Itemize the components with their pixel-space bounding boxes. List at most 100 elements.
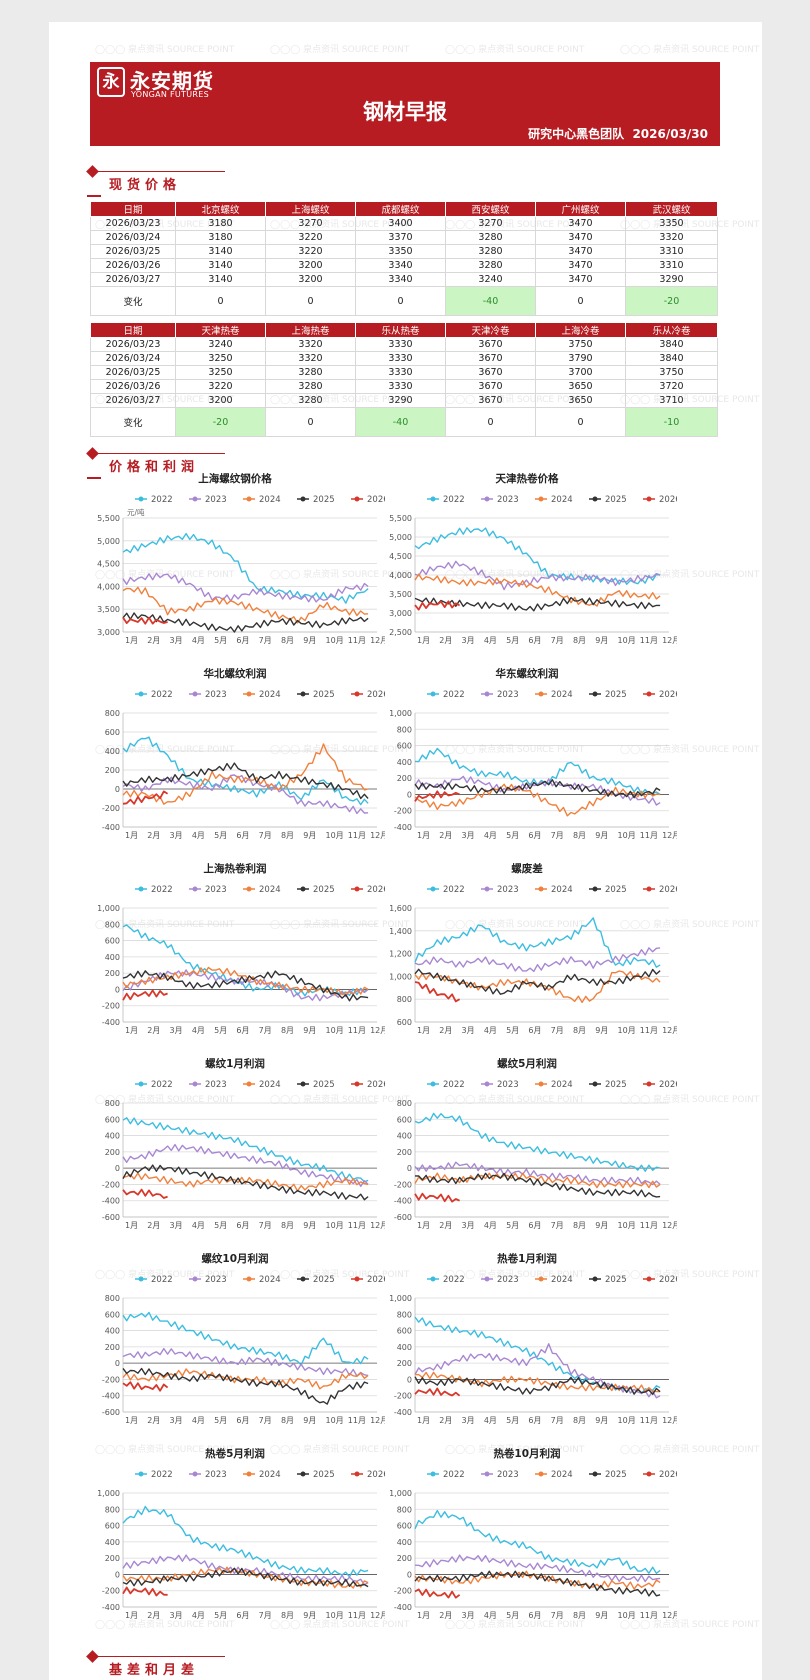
x-tick-label: 3月 [462,831,475,840]
chart-svg: 螺纹1月利润 2022 2023 2024 2025 2026 -600 -400 -200 0 2… [102,1057,385,1230]
x-tick-label: 7月 [551,1221,564,1230]
y-tick-label: 0 [115,1164,120,1173]
series-line-2025 [414,1570,661,1597]
legend-label: 2026 [367,1470,385,1480]
legend-marker [538,691,544,697]
table-cell: 3280 [265,393,356,408]
x-tick-label: 8月 [573,1026,586,1035]
y-tick-label: 600 [397,1115,412,1124]
x-tick-label: 7月 [259,636,272,645]
x-tick-label: 5月 [506,831,519,840]
x-tick-label: 5月 [214,1221,227,1230]
column-header: 广州螺纹 [535,201,626,217]
x-tick-label: 1月 [125,1611,138,1620]
section-header-basis: 基差和月差 [86,1650,387,1680]
table-row: 2026/03/25 3140 3220 3350 3280 3470 3310 [90,244,718,259]
section-rule [95,171,225,172]
chart-10: 热卷1月利润 2022 2023 2024 2025 2026 -400 -200 0 200 40… [377,1250,677,1440]
x-tick-label: 10月 [618,1221,636,1230]
column-header: 上海冷卷 [535,322,626,338]
y-tick-label: 4,000 [97,582,120,591]
table-cell: 3220 [265,244,356,259]
x-tick-label: 10月 [618,831,636,840]
series-line-2023 [414,560,661,591]
legend-marker [138,691,144,697]
series-line-2026 [414,1588,461,1599]
y-tick-label: 4,500 [389,552,412,561]
column-header: 武汉螺纹 [625,201,718,217]
x-tick-label: 2月 [147,1026,160,1035]
legend-marker [592,691,598,697]
chart-svg: 上海螺纹钢价格 2022 2023 2024 2025 2026 元/吨 3,000 3,500… [97,472,385,645]
chart-title: 螺纹1月利润 [205,1057,265,1070]
x-tick-label: 8月 [281,1026,294,1035]
legend-label: 2025 [313,1080,335,1090]
legend-marker [138,496,144,502]
change-cell: 0 [265,286,356,316]
y-tick-label: 0 [115,1570,120,1579]
change-cell: -20 [175,407,266,437]
x-tick-label: 12月 [370,1026,385,1035]
legend-label: 2026 [659,1080,677,1090]
y-tick-label: -200 [394,1587,412,1596]
series-line-2025 [414,968,661,995]
legend-marker [538,496,544,502]
legend-label: 2025 [605,1080,627,1090]
x-tick-label: 9月 [595,636,608,645]
y-tick-label: 600 [105,1522,120,1531]
section-header-spot: 现货价格 [86,165,387,197]
x-tick-label: 4月 [484,1416,497,1425]
y-tick-label: 1,000 [97,904,120,913]
x-tick-label: 9月 [303,636,316,645]
x-tick-label: 4月 [484,1611,497,1620]
x-tick-label: 1月 [125,1026,138,1035]
x-tick-label: 2月 [147,1221,160,1230]
legend-marker [484,1276,490,1282]
series-line-2022 [122,924,369,997]
legend-label: 2025 [313,690,335,700]
x-tick-label: 8月 [281,1416,294,1425]
y-tick-label: 600 [105,1310,120,1319]
x-tick-label: 6月 [236,1221,249,1230]
legend-marker [646,1471,652,1477]
legend-marker [354,1081,360,1087]
series-line-2025 [414,779,661,799]
legend-label: 2022 [443,1080,465,1090]
table-cell: 3650 [535,379,626,394]
table-cell: 3330 [355,365,446,380]
series-line-2022 [414,1509,661,1575]
legend-marker [246,1081,252,1087]
y-tick-label: -200 [394,1392,412,1401]
y-tick-label: 5,500 [389,514,412,523]
table-cell: 3370 [355,230,446,245]
y-tick-label: 200 [105,1343,120,1352]
chart-title: 上海螺纹钢价格 [198,472,272,485]
chart-svg: 热卷10月利润 2022 2023 2024 2025 2026 -400 -200 0 200 4… [389,1447,677,1620]
table-row: 2026/03/23 3240 3320 3330 3670 3750 3840 [90,337,718,352]
table-cell: 3280 [445,230,536,245]
yongan-logo-icon: 永 [97,67,125,97]
chart-svg: 热卷5月利润 2022 2023 2024 2025 2026 -400 -200 0 200 40… [97,1447,385,1620]
watermark: ◯◯◯ 泉点资讯 SOURCE POINT [95,45,235,55]
x-tick-label: 7月 [259,1416,272,1425]
x-tick-label: 5月 [506,636,519,645]
change-row: 变化 0 0 0 -40 0 -20 [90,286,718,316]
table-cell: 3270 [265,216,356,231]
y-tick-label: -200 [394,807,412,816]
legend-label: 2024 [551,690,573,700]
x-tick-label: 7月 [259,831,272,840]
x-tick-label: 4月 [192,1611,205,1620]
change-cell: 0 [445,407,536,437]
x-tick-label: 6月 [236,1611,249,1620]
legend-marker [646,691,652,697]
watermark: ◯◯◯ 泉点资讯 SOURCE POINT [270,45,410,55]
table-cell: 3750 [625,365,718,380]
series-line-2026 [414,1387,461,1397]
chart-title: 热卷1月利润 [497,1252,557,1265]
legend-marker [138,1471,144,1477]
table-cell: 2026/03/23 [90,216,176,231]
table-cell: 3470 [535,244,626,259]
y-tick-label: 200 [397,1554,412,1563]
y-tick-label: -400 [394,1408,412,1417]
logo-name-cn: 永安期货 [130,69,214,93]
